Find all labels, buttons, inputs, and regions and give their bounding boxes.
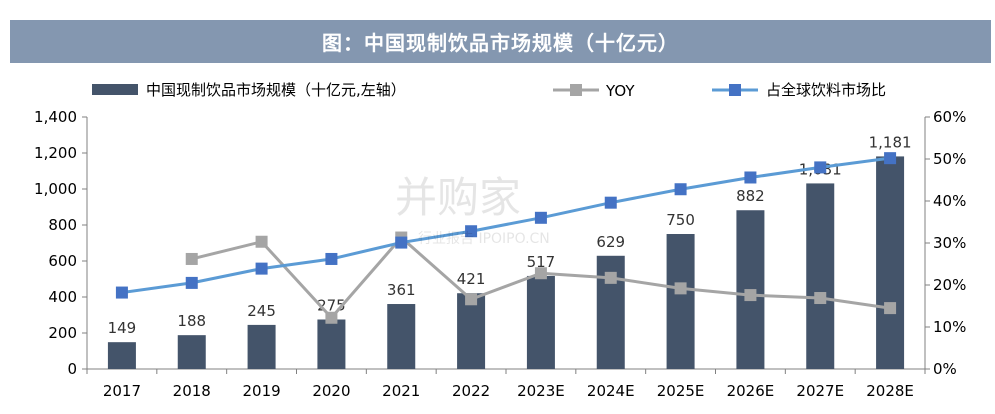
y-left-tick-label: 0 [67, 360, 77, 378]
legend-label-share: 占全球饮料市场比 [766, 81, 886, 99]
x-tick-label: 2025E [657, 382, 705, 400]
series-marker [604, 271, 617, 284]
y-right-tick-label: 60% [933, 108, 966, 126]
bar-data-label: 1,181 [869, 133, 912, 151]
legend-swatch-yoy-marker [570, 84, 582, 96]
y-left-tick-label: 600 [48, 252, 77, 270]
bar [247, 324, 276, 369]
series-marker [465, 225, 478, 238]
x-tick-label: 2024E [587, 382, 635, 400]
series-marker [185, 252, 198, 265]
bar-data-label: 188 [177, 312, 206, 330]
series-marker [255, 262, 268, 275]
x-tick-label: 2023E [517, 382, 565, 400]
legend-label-bar: 中国现制饮品市场规模（十亿元,左轴） [146, 81, 406, 99]
bar-data-label: 629 [596, 233, 625, 251]
series-marker [534, 211, 547, 224]
series-marker [325, 311, 338, 324]
y-left-tick-label: 800 [48, 216, 77, 234]
x-tick-label: 2018 [173, 382, 211, 400]
x-tick-label: 2019 [242, 382, 280, 400]
bar-data-label: 421 [457, 270, 486, 288]
y-right-tick-label: 50% [933, 150, 966, 168]
series-marker [115, 286, 128, 299]
legend: 中国现制饮品市场规模（十亿元,左轴） YOY 占全球饮料市场比 [92, 81, 886, 100]
series-marker [744, 171, 757, 184]
series-marker [604, 196, 617, 209]
bar-data-label: 750 [666, 211, 695, 229]
series-marker [395, 236, 408, 249]
x-tick-label: 2027E [796, 382, 844, 400]
bar [177, 335, 206, 369]
x-tick-label: 2028E [866, 382, 914, 400]
y-left-tick-label: 1,200 [34, 144, 77, 162]
legend-swatch-share-marker [729, 84, 741, 96]
series-line [121, 156, 891, 295]
bar [387, 304, 416, 369]
bar-data-label: 882 [736, 187, 765, 205]
bar [806, 183, 835, 369]
bar [457, 293, 486, 369]
bar [107, 342, 136, 369]
y-left-tick-label: 1,000 [34, 180, 77, 198]
bar-data-label: 245 [247, 302, 276, 320]
bar [317, 319, 346, 369]
x-tick-label: 2017 [103, 382, 141, 400]
x-tick-label: 2026E [727, 382, 775, 400]
y-right-tick-label: 40% [933, 192, 966, 210]
series-marker [884, 152, 897, 165]
series-marker [744, 289, 757, 302]
y-left-tick-label: 200 [48, 324, 77, 342]
series-marker [465, 293, 478, 306]
bar-data-label: 517 [527, 253, 556, 271]
series-marker [534, 267, 547, 280]
bar-data-label: 149 [108, 319, 137, 337]
y-left-tick-label: 400 [48, 288, 77, 306]
chart-title: 图：中国现制饮品市场规模（十亿元） [10, 20, 991, 63]
y-right-tick-label: 0% [933, 360, 957, 378]
axes: 0 200 400 600 800 1,000 1,200 1,400 0% 10% 20% 30% 4… [34, 108, 966, 400]
x-tick-label: 2020 [312, 382, 350, 400]
series-marker [674, 282, 687, 295]
series-marker [255, 235, 268, 248]
bar [876, 156, 905, 369]
y-left-tick-label: 1,400 [34, 108, 77, 126]
watermark: 并购家 行业报告 IPOIPO.CN [395, 173, 550, 247]
watermark-main-text: 并购家 [395, 173, 521, 222]
series-marker [814, 161, 827, 174]
bar-series [107, 156, 905, 369]
y-right-tick-label: 10% [933, 318, 966, 336]
watermark-sub-text: 行业报告 IPOIPO.CN [418, 231, 550, 247]
series-marker [185, 276, 198, 289]
series-marker [884, 302, 897, 315]
bar [526, 275, 555, 369]
legend-swatch-bar [92, 84, 138, 95]
bar-data-label: 361 [387, 281, 416, 299]
series-marker [674, 183, 687, 196]
legend-label-yoy: YOY [605, 82, 635, 100]
bar [666, 234, 695, 369]
x-tick-label: 2022 [452, 382, 490, 400]
y-right-tick-label: 30% [933, 234, 966, 252]
line-series [115, 152, 897, 324]
x-tick-label: 2021 [382, 382, 420, 400]
series-marker [814, 292, 827, 305]
y-right-tick-label: 20% [933, 276, 966, 294]
series-marker [325, 252, 338, 265]
